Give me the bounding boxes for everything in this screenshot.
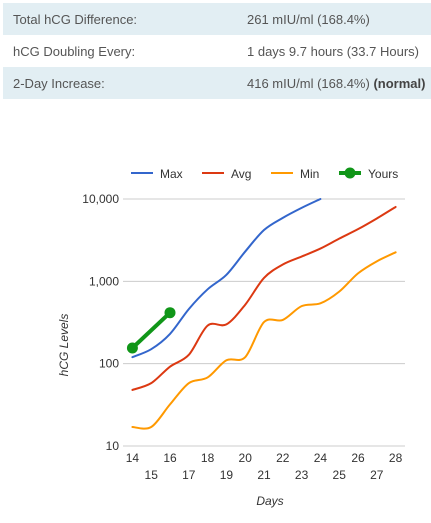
data-point-yours xyxy=(126,342,138,354)
legend-label: Min xyxy=(300,167,319,181)
legend-label: Avg xyxy=(231,167,251,181)
result-label: 2-Day Increase: xyxy=(3,67,229,99)
series-line-avg xyxy=(131,205,397,391)
series-line-max xyxy=(131,198,322,359)
series-line-yours xyxy=(130,310,172,350)
legend-label: Max xyxy=(160,167,183,181)
x-tick-label: 24 xyxy=(314,451,328,465)
result-row-two-day-increase: 2-Day Increase: 416 mIU/ml (168.4%) (nor… xyxy=(3,67,431,99)
chart-grid xyxy=(123,198,405,447)
result-label: hCG Doubling Every: xyxy=(13,43,136,59)
results-body: Total hCG Difference: 261 mIU/ml (168.4%… xyxy=(3,3,431,99)
legend-label: Yours xyxy=(368,167,398,181)
result-row-doubling-time: hCG Doubling Every: 1 days 9.7 hours (33… xyxy=(3,35,431,67)
x-tick-label: 27 xyxy=(370,468,384,482)
x-axis-label: Days xyxy=(256,494,283,508)
result-value: 1 days 9.7 hours (33.7 Hours) xyxy=(247,43,419,59)
x-tick-label: 15 xyxy=(145,468,159,482)
result-label: Total hCG Difference: xyxy=(3,3,229,35)
x-tick-label: 26 xyxy=(351,451,365,465)
x-tick-labels: 14 16 18 20 22 24 26 28 15 17 19 21 23 25 27 xyxy=(126,451,403,482)
result-row-total-difference: Total hCG Difference: 261 mIU/ml (168.4%… xyxy=(3,3,431,35)
results-table: Total hCG Difference: 261 mIU/ml (168.4%… xyxy=(3,3,431,99)
x-tick-label: 20 xyxy=(239,451,253,465)
y-tick-label: 100 xyxy=(99,357,119,371)
x-tick-label: 25 xyxy=(333,468,347,482)
result-status-normal: (normal) xyxy=(373,75,426,91)
result-value: 261 mIU/ml (168.4%) xyxy=(229,3,431,35)
x-tick-label: 18 xyxy=(201,451,215,465)
x-tick-label: 21 xyxy=(257,468,271,482)
series-line-min xyxy=(131,251,397,430)
result-value: 416 mIU/ml (168.4%) (normal) xyxy=(229,67,431,99)
y-tick-label: 1,000 xyxy=(89,274,119,288)
x-tick-label: 14 xyxy=(126,451,140,465)
x-tick-label: 16 xyxy=(163,451,177,465)
y-tick-label: 10,000 xyxy=(82,192,119,206)
y-tick-label: 10 xyxy=(106,439,120,453)
x-tick-label: 28 xyxy=(389,451,403,465)
y-axis-label: hCG Levels xyxy=(57,314,71,377)
data-point-yours xyxy=(164,307,176,319)
x-tick-label: 19 xyxy=(220,468,234,482)
y-tick-labels: 10 100 1,000 10,000 xyxy=(82,192,119,453)
hcg-chart: Max Avg Min Yours 10 100 1,000 10,000 14 16 18 20… xyxy=(57,167,405,508)
chart-series xyxy=(126,198,397,430)
result-value-text: 416 mIU/ml (168.4%) xyxy=(247,75,370,91)
chart-legend: Max Avg Min Yours xyxy=(131,167,398,181)
x-tick-label: 17 xyxy=(182,468,196,482)
legend-marker xyxy=(344,167,356,179)
x-tick-label: 22 xyxy=(276,451,290,465)
x-tick-label: 23 xyxy=(295,468,309,482)
